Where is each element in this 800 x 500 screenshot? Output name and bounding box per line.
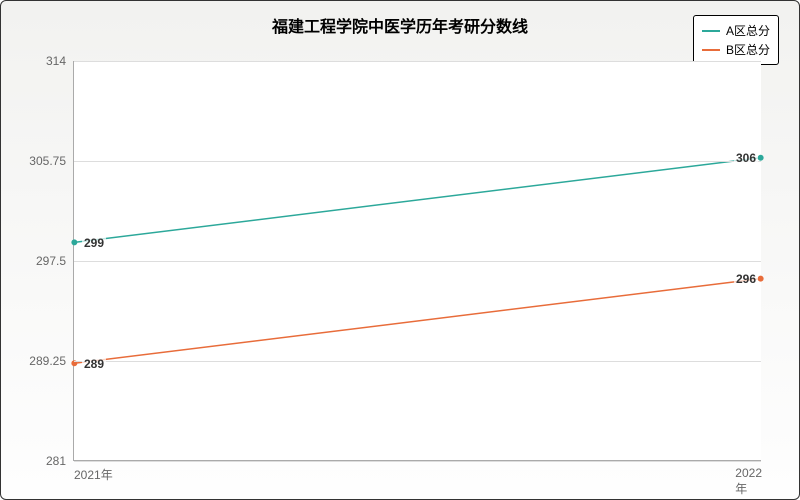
x-tick-label: 2021年 [74, 460, 113, 483]
legend: A区总分 B区总分 [693, 15, 779, 65]
series-line [74, 279, 760, 364]
grid-line [74, 261, 761, 262]
legend-item-b: B区总分 [702, 41, 770, 58]
y-tick-label: 289.25 [29, 354, 74, 368]
y-tick-label: 281 [46, 454, 74, 468]
legend-label-a: A区总分 [726, 22, 770, 39]
series-marker [758, 155, 764, 161]
y-tick-label: 314 [46, 54, 74, 68]
grid-line [74, 461, 761, 462]
grid-line [74, 361, 761, 362]
point-label: 306 [734, 151, 758, 165]
legend-swatch-a [702, 30, 720, 32]
point-label: 299 [82, 236, 106, 250]
legend-label-b: B区总分 [726, 41, 770, 58]
chart-title: 福建工程学院中医学历年考研分数线 [272, 13, 528, 37]
y-tick-label: 297.5 [36, 254, 74, 268]
grid-line [74, 161, 761, 162]
legend-item-a: A区总分 [702, 22, 770, 39]
x-tick-label: 2022年 [735, 460, 762, 497]
y-tick-label: 305.75 [29, 154, 74, 168]
chart-container: 福建工程学院中医学历年考研分数线 A区总分 B区总分 281 289.25 297.… [0, 0, 800, 500]
series-marker [71, 239, 77, 245]
plot-area: 281289.25297.5305.753142021年2022年2993062… [73, 61, 761, 461]
grid-line [74, 61, 761, 62]
legend-swatch-b [702, 49, 720, 51]
point-label: 289 [82, 357, 106, 371]
series-marker [758, 276, 764, 282]
point-label: 296 [734, 272, 758, 286]
series-line [74, 158, 760, 243]
